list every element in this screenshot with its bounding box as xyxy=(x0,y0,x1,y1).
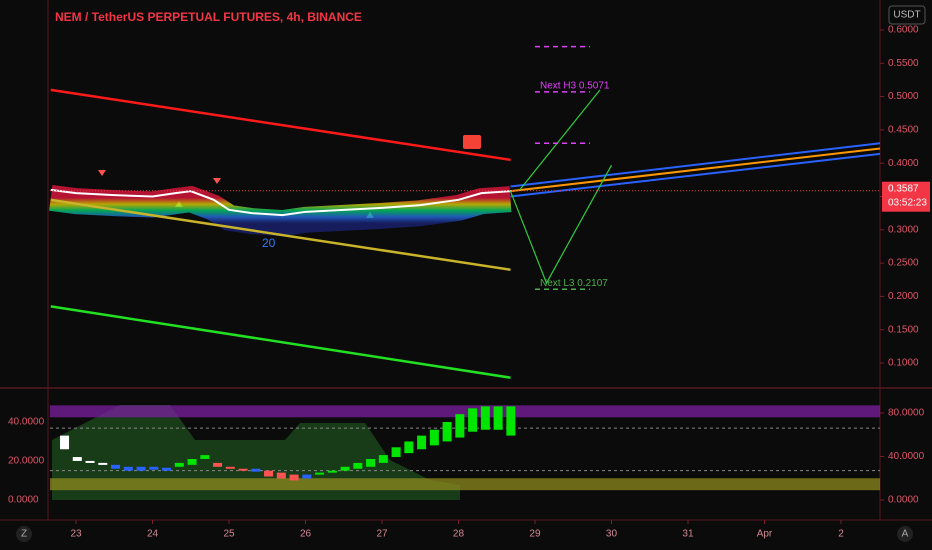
bar xyxy=(366,458,376,467)
bar xyxy=(493,406,503,430)
bar xyxy=(98,462,108,465)
annotation: 20 xyxy=(262,236,276,250)
bar xyxy=(404,441,414,454)
bar xyxy=(72,457,82,461)
x-tick-label: 2 xyxy=(838,529,844,540)
series-line xyxy=(510,147,881,193)
chart-title: NEM / TetherUS PERPETUAL FUTURES, 4h, BI… xyxy=(55,10,362,24)
bar xyxy=(200,455,210,459)
bar xyxy=(340,466,350,471)
last-price-label: 0.3587 xyxy=(888,183,919,194)
bar xyxy=(455,414,465,438)
y2-tick-label: 0.0000 xyxy=(888,495,919,506)
x-tick-label: 25 xyxy=(223,529,235,540)
x-tick-label: 23 xyxy=(70,529,82,540)
zoom-button[interactable] xyxy=(16,526,32,542)
y-tick-label: 0.2000 xyxy=(888,291,919,302)
y-tick-label: 20.0000 xyxy=(8,456,45,467)
y2-tick-label: 40.0000 xyxy=(888,451,925,462)
x-tick-label: 31 xyxy=(682,529,694,540)
bar xyxy=(174,462,184,467)
band xyxy=(50,478,880,491)
y-tick-label: 0.4000 xyxy=(888,158,919,169)
series-line xyxy=(50,305,511,379)
y-tick-label: 0.4500 xyxy=(888,125,919,136)
bar xyxy=(429,429,439,446)
y-tick-label: 0.5000 xyxy=(888,91,919,102)
x-tick-label: Apr xyxy=(757,529,773,540)
unit-label[interactable]: USDT xyxy=(893,10,920,21)
bar xyxy=(468,408,478,432)
bar xyxy=(480,406,490,430)
series-line xyxy=(519,89,601,191)
series-line xyxy=(509,164,613,285)
bar xyxy=(123,466,133,471)
x-tick-label: 28 xyxy=(453,529,465,540)
level-label: Next L3 0.2107 xyxy=(540,278,608,289)
bar xyxy=(60,435,70,450)
x-tick-label: 24 xyxy=(147,529,159,540)
bar xyxy=(238,468,248,471)
bar xyxy=(264,470,274,477)
bar xyxy=(136,466,146,471)
bar xyxy=(506,406,516,436)
envelope xyxy=(52,405,460,500)
series-line xyxy=(510,152,881,198)
bar xyxy=(378,455,388,463)
x-tick-label: 27 xyxy=(376,529,388,540)
bar xyxy=(85,460,95,463)
x-tick-label: 30 xyxy=(606,529,618,540)
unit-box[interactable] xyxy=(888,5,926,25)
auto-button-label[interactable]: A xyxy=(902,529,909,540)
countdown: 03:52:23 xyxy=(888,197,927,208)
bar xyxy=(302,474,312,479)
zoom-button-label[interactable]: Z xyxy=(21,529,27,540)
bar xyxy=(213,462,223,467)
bar xyxy=(442,421,452,442)
bar xyxy=(251,468,261,472)
bar xyxy=(315,472,325,475)
bar xyxy=(353,462,363,469)
level-label: Next H3 0.5071 xyxy=(540,80,610,91)
auto-button[interactable] xyxy=(897,526,913,542)
x-tick-label: 26 xyxy=(300,529,312,540)
y-tick-label: 0.0000 xyxy=(8,495,39,506)
series-line xyxy=(50,188,511,217)
y-tick-label: 0.1000 xyxy=(888,358,919,369)
x-tick-label: 29 xyxy=(529,529,541,540)
series-line xyxy=(50,88,511,162)
y-tick-label: 0.6000 xyxy=(888,25,919,36)
signal-flag xyxy=(463,135,481,149)
y-tick-label: 40.0000 xyxy=(8,417,45,428)
series-line xyxy=(510,142,881,188)
ribbon xyxy=(49,184,512,237)
bar xyxy=(417,435,427,450)
y-tick-label: 0.5500 xyxy=(888,58,919,69)
y2-tick-label: 80.0000 xyxy=(888,408,925,419)
y-tick-label: 0.1500 xyxy=(888,324,919,335)
y-tick-label: 0.3000 xyxy=(888,224,919,235)
y-tick-label: 0.2500 xyxy=(888,258,919,269)
band xyxy=(50,405,880,418)
bar xyxy=(391,447,401,458)
last-price-box xyxy=(882,181,930,212)
bar xyxy=(187,458,197,465)
series-line xyxy=(50,198,511,272)
bar xyxy=(111,464,121,469)
bar xyxy=(225,466,235,469)
bar xyxy=(289,474,299,481)
bar xyxy=(276,472,286,479)
bar xyxy=(162,467,172,471)
bar xyxy=(149,466,159,470)
bar xyxy=(327,470,337,473)
